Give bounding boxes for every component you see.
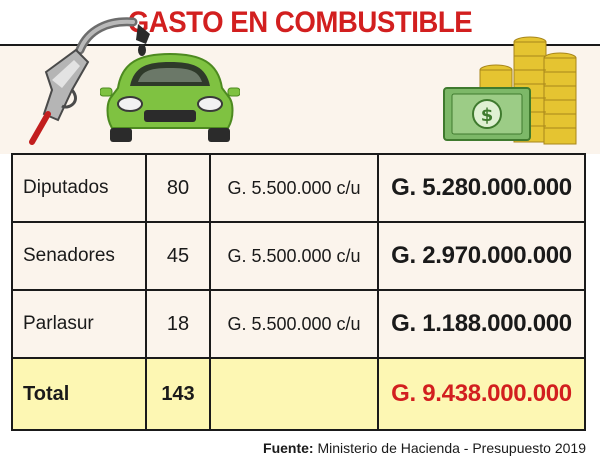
total-count: 143 — [145, 357, 211, 431]
row-unit-cost: G. 5.500.000 c/u — [209, 289, 379, 359]
fuel-cost-table: Diputados 80 G. 5.500.000 c/u G. 5.280.0… — [11, 153, 586, 431]
table-row: Parlasur 18 G. 5.500.000 c/u G. 1.188.00… — [11, 289, 586, 359]
car-icon — [100, 52, 240, 142]
row-unit-cost: G. 5.500.000 c/u — [209, 153, 379, 223]
row-unit-cost: G. 5.500.000 c/u — [209, 221, 379, 291]
grand-total: G. 9.438.000.000 — [377, 357, 586, 431]
source-note: Fuente: Ministerio de Hacienda - Presupu… — [263, 440, 586, 456]
source-text: Ministerio de Hacienda - Presupuesto 201… — [317, 440, 587, 456]
row-total: G. 2.970.000.000 — [377, 221, 586, 291]
header-rule — [0, 44, 600, 46]
row-count: 18 — [145, 289, 211, 359]
fuel-cost-table-wrap: Diputados 80 G. 5.500.000 c/u G. 5.280.0… — [11, 153, 586, 431]
row-total: G. 1.188.000.000 — [377, 289, 586, 359]
total-row: Total 143 G. 9.438.000.000 — [11, 357, 586, 431]
row-count: 45 — [145, 221, 211, 291]
row-name: Parlasur — [11, 289, 147, 359]
source-label: Fuente: — [263, 440, 314, 456]
total-unit-cost — [209, 357, 379, 431]
row-total: G. 5.280.000.000 — [377, 153, 586, 223]
table-row: Diputados 80 G. 5.500.000 c/u G. 5.280.0… — [11, 153, 586, 223]
row-name: Diputados — [11, 153, 147, 223]
row-name: Senadores — [11, 221, 147, 291]
page-title: GASTO EN COMBUSTIBLE — [127, 6, 473, 39]
svg-text:$: $ — [481, 105, 494, 126]
row-count: 80 — [145, 153, 211, 223]
money-stack-icon: $ — [443, 36, 577, 145]
total-label: Total — [11, 357, 147, 431]
fuel-nozzle-icon — [29, 17, 150, 145]
table-row: Senadores 45 G. 5.500.000 c/u G. 2.970.0… — [11, 221, 586, 291]
